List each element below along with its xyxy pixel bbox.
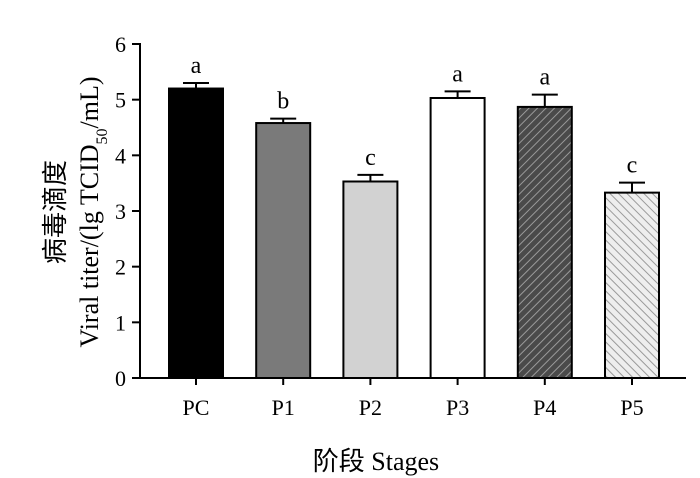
y-axis-title-en: Viral titer/(lg TCID50/mL) <box>75 76 111 347</box>
y-tick-label-5: 5 <box>115 88 126 113</box>
y-axis-title-cn: 病毒滴度 <box>41 160 70 264</box>
x-tick-label-p1: P1 <box>272 395 295 420</box>
significance-label-p1: b <box>277 89 289 115</box>
bar-p1 <box>255 122 312 380</box>
bar-p4 <box>516 105 573 380</box>
bar-p3 <box>429 96 486 379</box>
x-tick-label-pc: PC <box>183 395 210 420</box>
significance-label-p2: c <box>365 145 376 171</box>
bar-p2 <box>342 180 399 379</box>
x-tick-label-p5: P5 <box>620 395 643 420</box>
axes: PC P1 P2 P3 P4 P5 0 1 2 3 4 5 6 <box>115 32 686 420</box>
significance-label-p3: a <box>452 61 463 87</box>
x-axis-title: 阶段 Stages <box>313 447 439 476</box>
significance-label-p5: c <box>627 153 638 179</box>
plot-area: a b c a a c <box>168 53 660 380</box>
y-tick-label-2: 2 <box>115 255 126 280</box>
y-axis-title-subscript: 50 <box>94 128 111 144</box>
y-tick-label-3: 3 <box>115 199 126 224</box>
bar-pc <box>168 87 224 380</box>
x-tick-label-p4: P4 <box>533 395 556 420</box>
bar-p5 <box>604 191 660 379</box>
y-tick-label-6: 6 <box>115 32 126 57</box>
significance-label-pc: a <box>191 53 202 79</box>
y-tick-label-0: 0 <box>115 366 126 391</box>
significance-label-p4: a <box>539 65 550 91</box>
y-tick-label-4: 4 <box>115 143 126 168</box>
y-axis-title: 病毒滴度 Viral titer/(lg TCID50/mL) <box>41 76 111 347</box>
y-tick-label-1: 1 <box>115 310 126 335</box>
x-tick-label-p2: P2 <box>359 395 382 420</box>
x-tick-label-p3: P3 <box>446 395 469 420</box>
